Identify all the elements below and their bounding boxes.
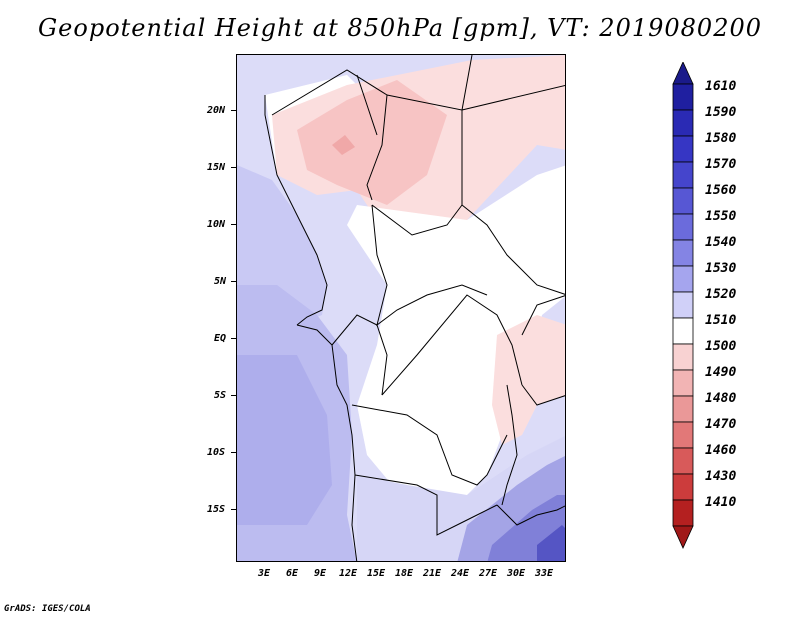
lat-tick: [231, 509, 236, 510]
colorbar-segment: [672, 83, 694, 111]
sudan-border: [461, 204, 565, 295]
footer-credit: GrADS: IGES/COLA: [4, 604, 91, 614]
colorbar-segment: [672, 421, 694, 449]
lon-label-3e: 3E: [258, 568, 271, 579]
lon-label-21e: 21E: [423, 568, 442, 579]
lat-tick: [231, 338, 236, 339]
lat-label-10n: 10N: [207, 219, 226, 230]
colorbar-label: 1460: [705, 443, 737, 458]
colorbar-segment: [672, 317, 694, 345]
lon-label-9e: 9E: [314, 568, 327, 579]
mali-niger-border: [271, 69, 388, 201]
zimbabwe-border: [496, 504, 565, 526]
lat-tick: [231, 224, 236, 225]
angola-zambia-border: [354, 474, 498, 536]
lon-label-6e: 6E: [286, 568, 299, 579]
cameroon-gabon-border: [331, 314, 388, 396]
field-white-central: [347, 165, 565, 545]
lon-label-27e: 27E: [479, 568, 498, 579]
lat-tick: [231, 281, 236, 282]
colorbar-top-cap: [672, 62, 694, 85]
colorbar-label: 1530: [705, 261, 737, 276]
colorbar-segment: [672, 213, 694, 241]
west-coastline: [264, 95, 328, 326]
lat-tick: [231, 395, 236, 396]
niger-chad-border: [371, 94, 463, 236]
rift-lakes: [501, 384, 518, 506]
colorbar-label: 1610: [705, 79, 737, 94]
colorbar-segment: [672, 161, 694, 189]
colorbar-label: 1550: [705, 209, 737, 224]
colorbar-segment: [672, 395, 694, 423]
lat-label-eq: EQ: [214, 333, 227, 344]
lon-label-24e: 24E: [451, 568, 470, 579]
colorbar-label: 1410: [705, 495, 737, 510]
height-field-map: [237, 55, 565, 561]
colorbar-label: 1570: [705, 157, 737, 172]
colorbar-label: 1490: [705, 365, 737, 380]
lat-tick: [231, 452, 236, 453]
colorbar-segment: [672, 369, 694, 397]
colorbar-label: 1510: [705, 313, 737, 328]
map-title: Geopotential Height at 850hPa [gpm], VT:…: [38, 14, 762, 42]
southwest-coastline: [296, 324, 358, 561]
lon-label-15e: 15E: [367, 568, 386, 579]
colorbar-segment: [672, 499, 694, 527]
field-pink-max: [332, 135, 355, 155]
colorbar-segment: [672, 187, 694, 215]
colorbar-label: 1580: [705, 131, 737, 146]
congo-drc-border: [381, 294, 523, 396]
lat-label-5n: 5N: [214, 276, 227, 287]
field-blue-sw-deep: [237, 355, 332, 525]
libya-border: [461, 55, 565, 111]
drc-angola-border: [351, 404, 508, 486]
lon-label-12e: 12E: [339, 568, 358, 579]
colorbar-segment: [672, 135, 694, 163]
colorbar-label: 1590: [705, 105, 737, 120]
colorbar-segment: [672, 109, 694, 137]
colorbar-segment: [672, 447, 694, 475]
east-africa-border: [521, 295, 565, 406]
colorbar-segment: [672, 265, 694, 293]
colorbar-label: 1560: [705, 183, 737, 198]
car-border: [371, 204, 488, 327]
colorbar-label: 1520: [705, 287, 737, 302]
colorbar-label: 1500: [705, 339, 737, 354]
field-pink-core: [297, 80, 447, 205]
lat-tick: [231, 110, 236, 111]
lat-label-10s: 10S: [207, 447, 226, 458]
map-panel: [236, 54, 566, 562]
lat-label-20n: 20N: [207, 105, 226, 116]
algeria-border: [356, 74, 378, 136]
colorbar-label: 1470: [705, 417, 737, 432]
lat-label-5s: 5S: [214, 390, 227, 401]
lon-label-30e: 30E: [507, 568, 526, 579]
lat-label-15s: 15S: [207, 504, 226, 515]
lon-label-18e: 18E: [395, 568, 414, 579]
colorbar-segment: [672, 343, 694, 371]
colorbar-segment: [672, 473, 694, 501]
colorbar-label: 1430: [705, 469, 737, 484]
country-borders: [264, 55, 565, 561]
lat-tick: [231, 167, 236, 168]
field-pink-east: [492, 315, 565, 445]
field-blue-se-deepest: [537, 525, 565, 561]
lat-label-15n: 15N: [207, 162, 226, 173]
colorbar-bottom-cap: [672, 525, 694, 549]
colorbar: [672, 62, 694, 549]
colorbar-label: 1540: [705, 235, 737, 250]
colorbar-segment: [672, 291, 694, 319]
colorbar-label: 1480: [705, 391, 737, 406]
colorbar-segment: [672, 239, 694, 267]
lon-label-33e: 33E: [535, 568, 554, 579]
